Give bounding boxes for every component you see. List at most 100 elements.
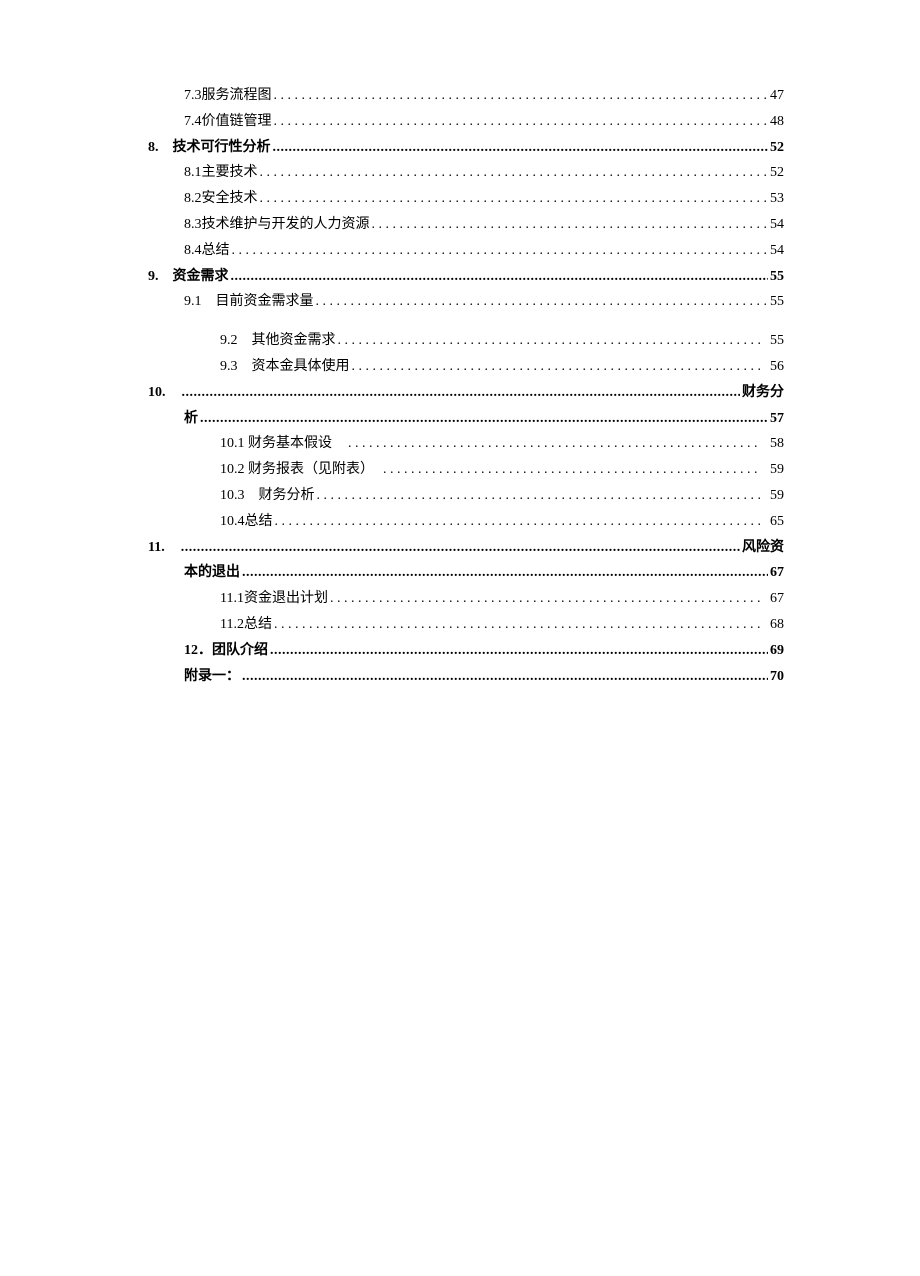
toc-entry: 本的退出 67: [148, 565, 784, 582]
toc-entry-number: 11.: [148, 540, 179, 557]
toc-entry-page: 55: [770, 333, 784, 350]
toc-entry-page: 55: [770, 294, 784, 311]
toc-entry-label: 资金需求: [173, 269, 229, 286]
toc-leader-dots: [182, 385, 741, 402]
toc-leader-dots: [181, 540, 740, 557]
toc-leader-dots: [242, 565, 768, 582]
toc-entry: 10.3 财务分析 59: [148, 488, 784, 505]
toc-entry-label: 8.2安全技术: [184, 191, 258, 208]
toc-entry-label: 10.2 财务报表（见附表）: [220, 462, 381, 479]
toc-leader-dots: [231, 269, 769, 286]
toc-leader-dots: [200, 411, 768, 428]
toc-entry-number: 8.: [148, 140, 173, 157]
toc-entry-number: 10.3: [220, 488, 245, 505]
toc-leader-dots: [316, 294, 769, 311]
toc-entry-page: 52: [770, 140, 784, 157]
toc-entry: 9.1 目前资金需求量 55: [148, 294, 784, 311]
toc-entry-number: 9.2: [220, 333, 238, 350]
toc-entry-label: 技术可行性分析: [173, 140, 271, 157]
toc-entry-label: 财务分析: [245, 488, 315, 505]
toc-entry-number: 9.1: [184, 294, 202, 311]
toc-entry-page: 48: [770, 114, 784, 131]
toc-entry-page: 52: [770, 165, 784, 182]
toc-leader-dots: [260, 165, 769, 182]
toc-entry-page: 57: [770, 411, 784, 428]
toc-entry-page: 65: [770, 514, 784, 531]
toc-leader-dots: [270, 643, 768, 660]
toc-entry: 7.4价值链管理 48: [148, 114, 784, 131]
toc-leader-dots: [317, 488, 763, 505]
toc-entry-page: 风险资: [742, 540, 784, 557]
toc-entry-page: 67: [770, 591, 784, 608]
toc-entry: 11. 风险资: [148, 540, 784, 557]
toc-entry-page: 59: [770, 462, 784, 479]
toc-entry-page: 68: [770, 617, 784, 634]
toc-entry-page: 56: [770, 359, 784, 376]
toc-entry-label: 目前资金需求量: [202, 294, 314, 311]
toc-entry: 8.4总结 54: [148, 243, 784, 260]
toc-entry-page: 58: [770, 436, 784, 453]
toc-entry-label: 8.3技术维护与开发的人力资源: [184, 217, 370, 234]
toc-entry-number: 9.3: [220, 359, 238, 376]
toc-list: 7.3服务流程图 47 7.4价值链管理 48 8. 技术可行性分析 52 8.1主要技术 5…: [148, 88, 784, 685]
toc-leader-dots: [274, 88, 769, 105]
toc-entry: 8.3技术维护与开发的人力资源 54: [148, 217, 784, 234]
toc-entry-label: 附录一：: [184, 669, 240, 686]
toc-entry-label: 析: [184, 411, 198, 428]
toc-entry: 10.4总结 65: [148, 514, 784, 531]
toc-entry: 12．团队介绍 69: [148, 643, 784, 660]
toc-entry: 析 57: [148, 411, 784, 428]
toc-entry-page: 69: [770, 643, 784, 660]
toc-entry: 10.2 财务报表（见附表） 59: [148, 462, 784, 479]
toc-entry-label: 本的退出: [184, 565, 240, 582]
toc-entry-label: 资本金具体使用: [238, 359, 350, 376]
toc-entry-page: 55: [770, 269, 784, 286]
toc-entry-label: 8.4总结: [184, 243, 230, 260]
toc-entry: 7.3服务流程图 47: [148, 88, 784, 105]
toc-entry: 附录一： 70: [148, 669, 784, 686]
toc-entry-label: 10.1 财务基本假设: [220, 436, 346, 453]
toc-entry-page: 67: [770, 565, 784, 582]
toc-entry-page: 47: [770, 88, 784, 105]
toc-page: 7.3服务流程图 47 7.4价值链管理 48 8. 技术可行性分析 52 8.1主要技术 5…: [0, 0, 920, 1276]
toc-leader-dots: [383, 462, 762, 479]
toc-entry-number: 9.: [148, 269, 173, 286]
toc-entry: 11.2总结 68: [148, 617, 784, 634]
toc-leader-dots: [352, 359, 763, 376]
toc-entry-number: 10.: [148, 385, 180, 402]
toc-entry: 10. 财务分: [148, 385, 784, 402]
toc-entry-label: 12．团队介绍: [184, 643, 268, 660]
toc-entry: 8.2安全技术 53: [148, 191, 784, 208]
toc-leader-dots: [274, 617, 762, 634]
toc-entry: 9. 资金需求 55: [148, 269, 784, 286]
toc-leader-dots: [330, 591, 762, 608]
toc-entry-page: 53: [770, 191, 784, 208]
toc-leader-dots: [232, 243, 769, 260]
toc-entry-label: 10.4总结: [220, 514, 273, 531]
toc-leader-dots: [338, 333, 763, 350]
toc-entry-page: 54: [770, 217, 784, 234]
toc-entry: 8. 技术可行性分析 52: [148, 140, 784, 157]
toc-entry: 9.3 资本金具体使用 56: [148, 359, 784, 376]
toc-entry: 8.1主要技术 52: [148, 165, 784, 182]
toc-entry-label: 8.1主要技术: [184, 165, 258, 182]
toc-entry-label: 7.4价值链管理: [184, 114, 272, 131]
toc-leader-dots: [274, 114, 769, 131]
toc-entry-page: 54: [770, 243, 784, 260]
toc-entry-label: 11.1资金退出计划: [220, 591, 328, 608]
toc-leader-dots: [275, 514, 763, 531]
toc-entry-label: 其他资金需求: [238, 333, 336, 350]
toc-entry-page: 70: [770, 669, 784, 686]
toc-entry: 11.1资金退出计划 67: [148, 591, 784, 608]
toc-entry: 9.2 其他资金需求 55: [148, 333, 784, 350]
toc-entry-label: 7.3服务流程图: [184, 88, 272, 105]
toc-leader-dots: [348, 436, 762, 453]
toc-entry: 10.1 财务基本假设 58: [148, 436, 784, 453]
toc-leader-dots: [260, 191, 769, 208]
toc-entry-label: 11.2总结: [220, 617, 272, 634]
toc-leader-dots: [273, 140, 769, 157]
toc-leader-dots: [242, 669, 768, 686]
toc-leader-dots: [372, 217, 769, 234]
toc-entry-page: 财务分: [742, 385, 784, 402]
toc-entry-page: 59: [770, 488, 784, 505]
